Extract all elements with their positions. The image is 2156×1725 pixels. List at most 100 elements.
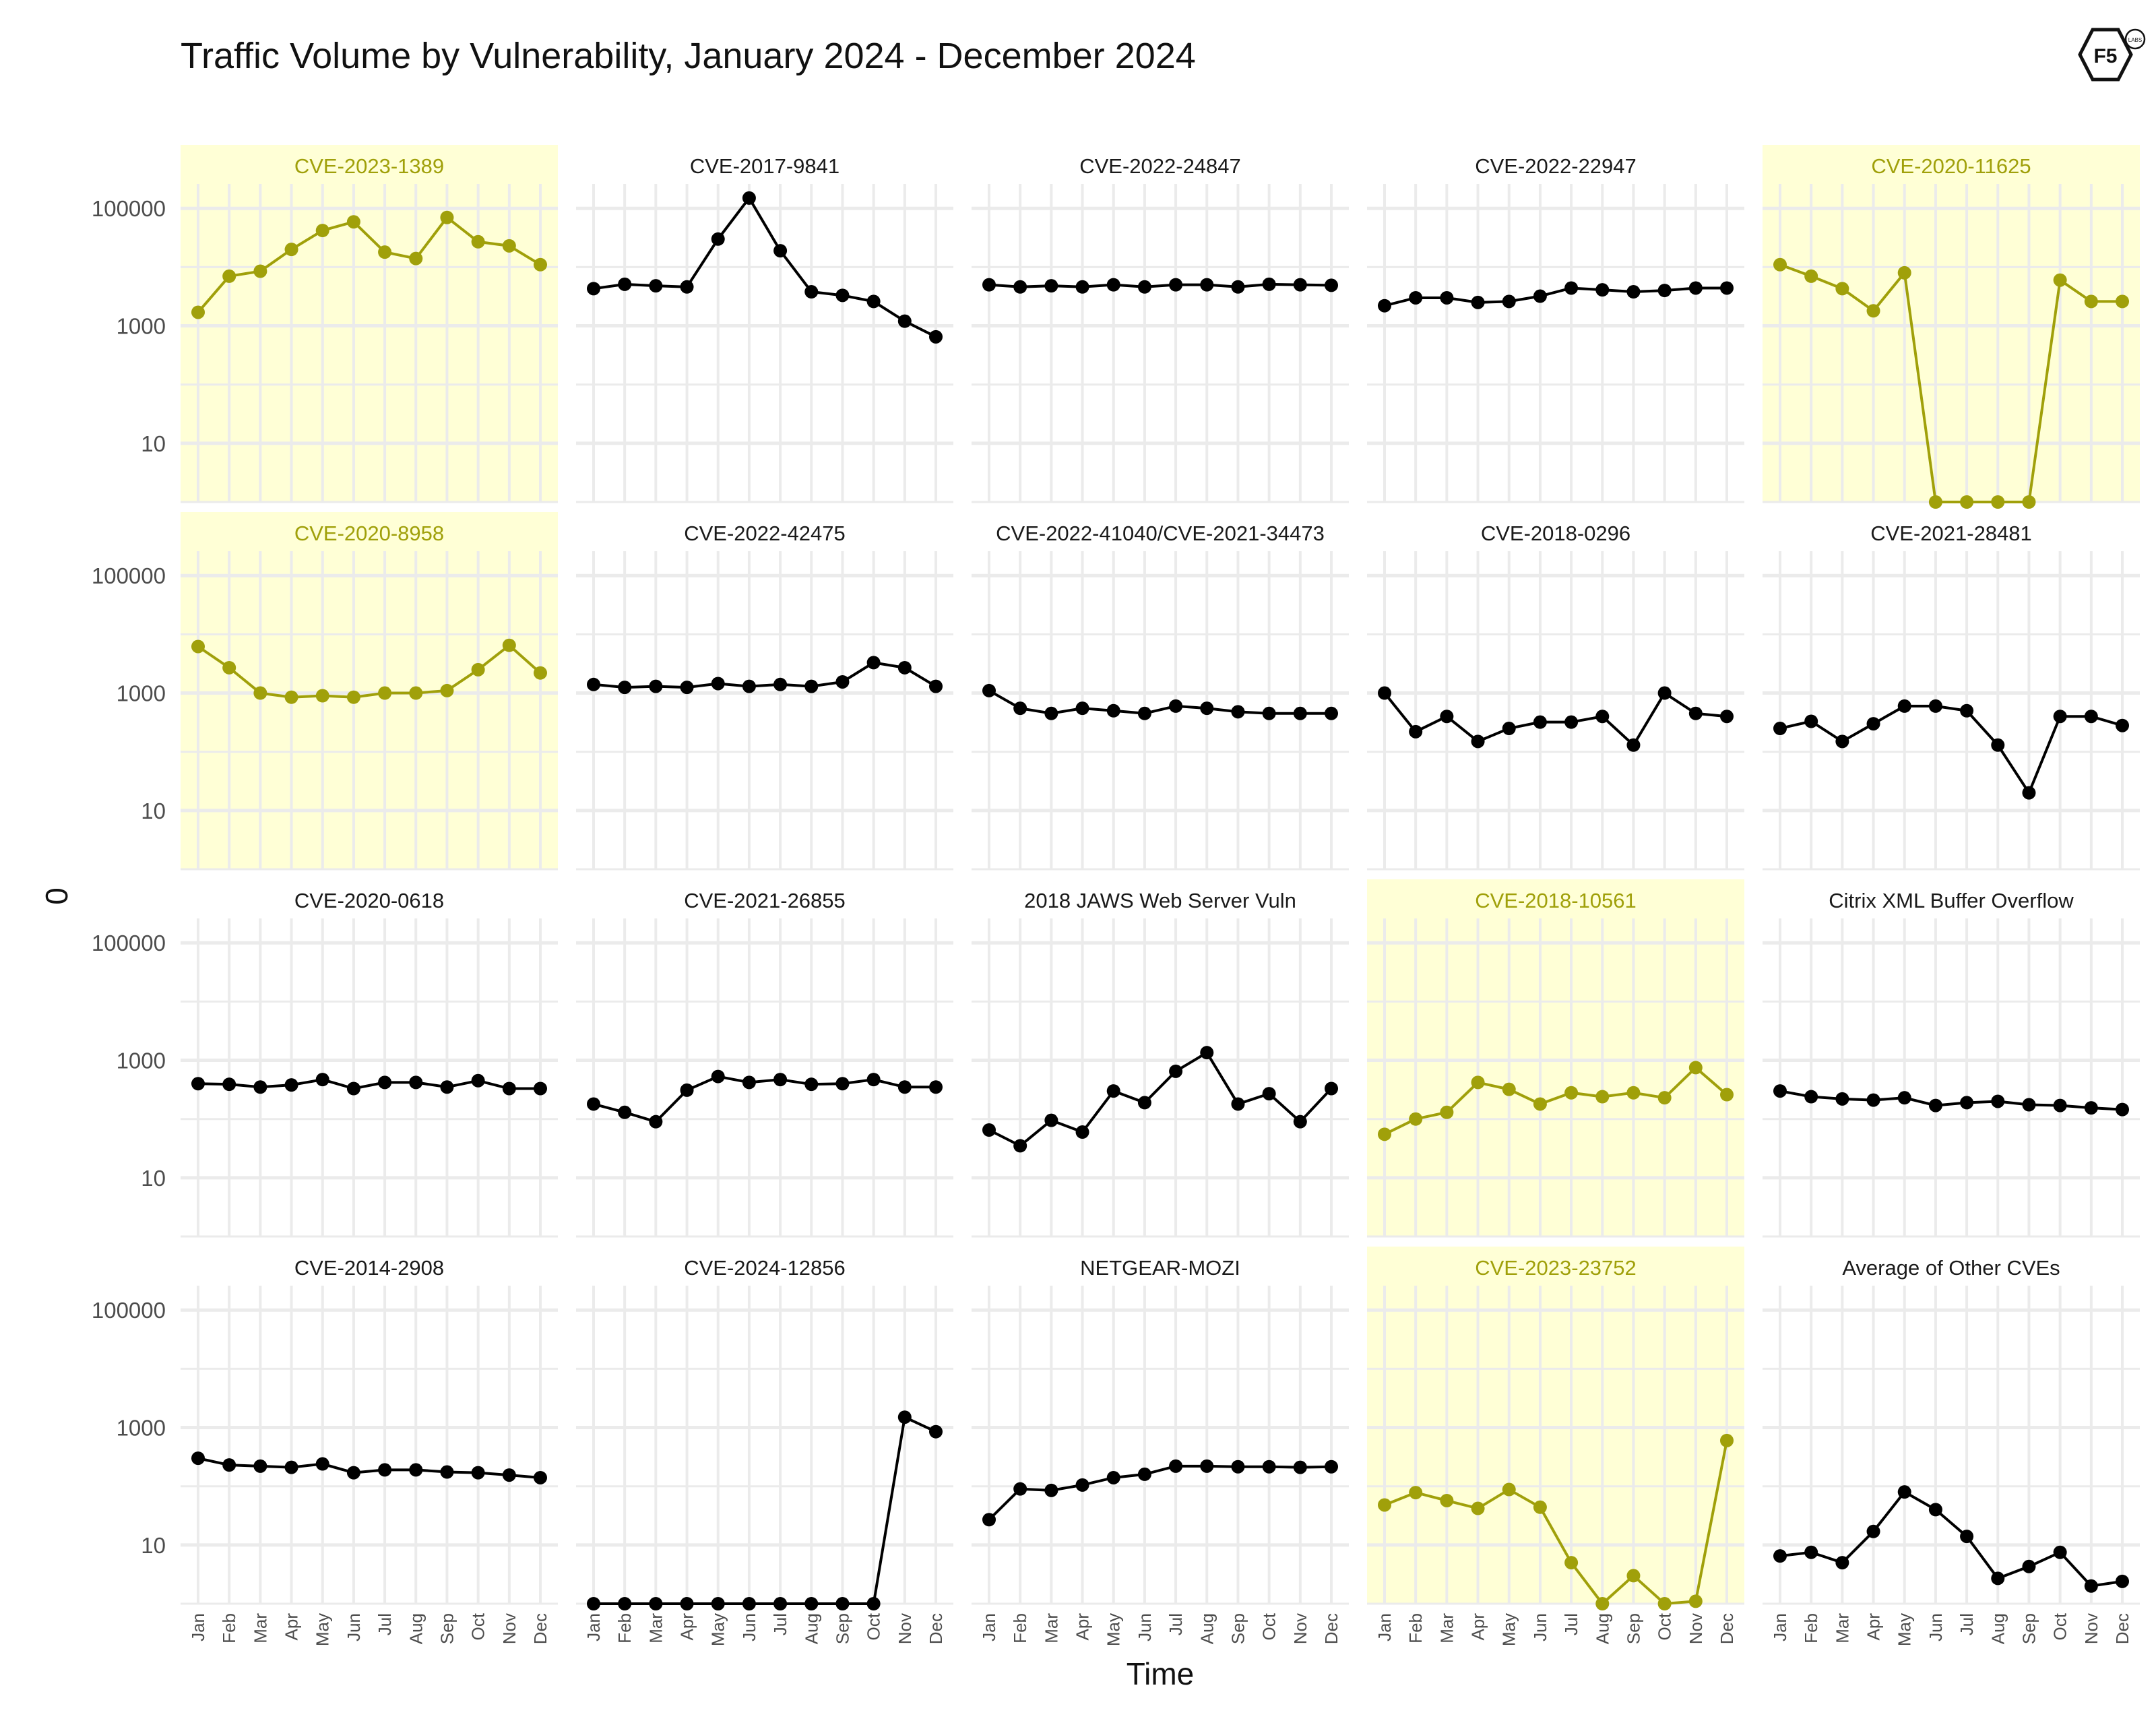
data-point: [1564, 281, 1579, 295]
y-tick-label: 10: [141, 1166, 166, 1191]
data-point: [1720, 1433, 1734, 1447]
x-tick-label: Jan: [583, 1613, 604, 1641]
data-point: [804, 679, 819, 693]
facet-title: CVE-2022-22947: [1475, 154, 1637, 178]
data-point: [1013, 1482, 1027, 1496]
data-point: [804, 1077, 819, 1092]
data-point: [315, 1457, 329, 1471]
x-tick-label: Feb: [219, 1613, 239, 1643]
data-point: [1835, 734, 1849, 749]
x-tick-label: Sep: [1228, 1613, 1248, 1644]
data-point: [1106, 703, 1120, 718]
x-tick-label: Nov: [1290, 1613, 1310, 1644]
data-point: [1200, 701, 1214, 716]
data-point: [1773, 722, 1787, 736]
data-point: [2022, 1559, 2036, 1573]
data-point: [1325, 278, 1338, 292]
x-tick-label: May: [1104, 1613, 1124, 1646]
data-point: [2084, 1579, 2098, 1593]
data-point: [835, 675, 850, 689]
data-point: [1928, 699, 1942, 713]
data-point: [1897, 1485, 1911, 1499]
data-point: [1440, 290, 1454, 305]
data-point: [897, 660, 912, 675]
x-tick-label: Nov: [895, 1613, 915, 1644]
data-point: [929, 679, 943, 693]
data-point: [835, 1597, 850, 1610]
data-point: [1231, 1460, 1245, 1474]
data-point: [1440, 1105, 1454, 1119]
data-point: [1928, 1098, 1942, 1112]
x-tick-label: Jul: [770, 1613, 790, 1635]
data-point: [1960, 495, 1974, 509]
data-point: [1013, 280, 1027, 294]
data-point: [315, 1073, 329, 1087]
data-point: [649, 679, 663, 693]
logo-text: F5: [2093, 45, 2117, 67]
highlight-background: [1367, 1247, 1744, 1604]
data-point: [440, 210, 454, 224]
data-point: [1106, 1084, 1120, 1098]
x-tick-label: Dec: [1321, 1613, 1341, 1644]
data-point: [649, 1115, 663, 1129]
data-point: [1897, 699, 1911, 713]
facet-panel-average-of-other-cves: Average of Other CVEs Jan Feb Mar Apr May Jun J…: [1763, 1256, 2140, 1646]
data-point: [1804, 714, 1818, 728]
data-point: [1502, 1482, 1516, 1497]
data-point: [1325, 706, 1338, 720]
facet-title: CVE-2023-1389: [294, 154, 444, 178]
data-point: [1991, 1094, 2005, 1108]
data-point: [1960, 1096, 1974, 1110]
data-point: [618, 1597, 632, 1610]
facet-title: CVE-2023-23752: [1475, 1256, 1637, 1280]
x-tick-label: Jan: [979, 1613, 999, 1641]
x-tick-label: Nov: [2081, 1613, 2101, 1644]
x-tick-label: Dec: [926, 1613, 946, 1644]
data-point: [929, 1080, 943, 1094]
data-point: [1137, 280, 1151, 294]
data-point: [1773, 257, 1787, 272]
x-tick-label: Apr: [282, 1613, 302, 1641]
data-point: [1804, 269, 1818, 283]
facet-panel-cve-2022-41040-cve-2021-34473: CVE-2022-41040/CVE-2021-34473: [972, 522, 1349, 871]
facet-title: CVE-2018-0296: [1481, 522, 1630, 545]
data-point: [253, 686, 267, 700]
data-point: [1595, 710, 1610, 724]
data-point: [1231, 705, 1245, 719]
y-tick-label: 100000: [92, 196, 166, 221]
data-point: [315, 689, 329, 703]
x-tick-label: Feb: [1010, 1613, 1030, 1643]
x-tick-label: Jun: [739, 1613, 759, 1641]
data-point: [1835, 282, 1849, 296]
data-point: [534, 1081, 547, 1096]
data-point: [502, 239, 516, 253]
data-point: [2084, 294, 2098, 309]
data-point: [742, 1597, 756, 1610]
data-point: [2053, 1545, 2067, 1559]
data-point: [1231, 280, 1245, 294]
data-point: [835, 1077, 850, 1091]
facet-panel-cve-2018-0296: CVE-2018-0296: [1367, 522, 1744, 871]
x-tick-label: Jun: [344, 1613, 364, 1641]
f5-labs-logo: F5 LABS: [2078, 28, 2146, 82]
y-tick-label: 100000: [92, 563, 166, 588]
x-tick-label: Aug: [406, 1613, 426, 1644]
data-point: [284, 690, 298, 704]
series-line: [197, 1457, 541, 1479]
data-point: [1409, 1112, 1423, 1126]
data-point: [1440, 1493, 1454, 1507]
data-point: [1688, 1594, 1703, 1608]
data-point: [1564, 1086, 1579, 1100]
x-tick-label: May: [1895, 1613, 1915, 1646]
data-point: [1293, 278, 1307, 292]
data-point: [1169, 1459, 1183, 1473]
x-tick-label: Jun: [1135, 1613, 1155, 1641]
data-point: [2084, 710, 2098, 724]
data-point: [1044, 1113, 1058, 1127]
data-point: [534, 257, 547, 272]
data-point: [1626, 738, 1641, 752]
data-point: [618, 1105, 632, 1119]
facet-panel-cve-2018-10561: CVE-2018-10561: [1367, 879, 1744, 1238]
data-point: [1293, 1460, 1307, 1474]
data-point: [866, 1597, 881, 1610]
